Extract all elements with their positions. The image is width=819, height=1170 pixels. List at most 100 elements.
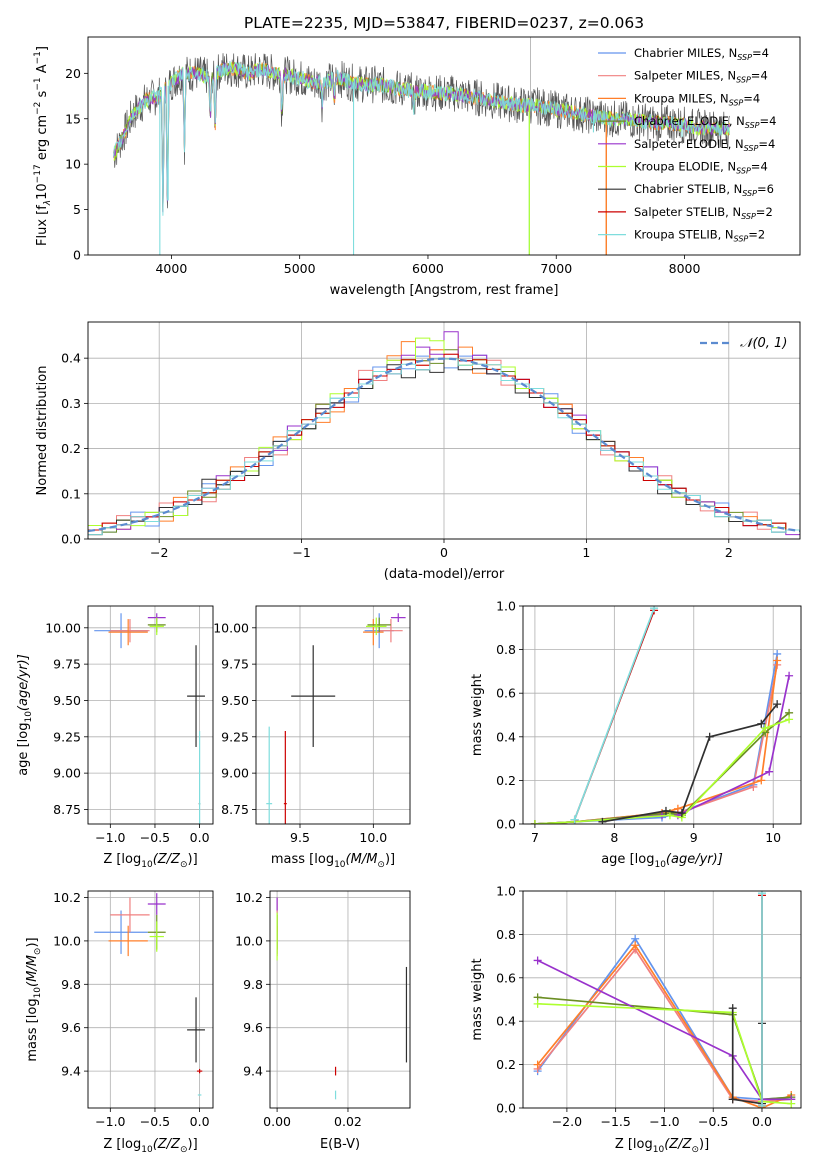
legend-count: 4 [762,46,769,60]
legend-eq: = [752,46,762,60]
y-tick-label: 9.25 [221,729,249,744]
legend-count: 6 [767,182,774,196]
mass-weight-line [534,718,790,824]
y-tick-label: 9.4 [243,1064,263,1079]
legend-eq: = [756,205,766,219]
x-tick-label: 0.0 [752,1114,772,1129]
y-tick-label: 10.00 [45,620,81,635]
label-part: (Z/Z [153,852,181,867]
x-axis-label: Z [log10(Z/Z⊙)] [103,1137,197,1155]
mass-weight-plot-area [530,606,794,824]
legend-sep: , N [721,46,737,60]
label-part: (age/yr)] [666,852,723,867]
y-tick-label: 0.6 [496,686,516,701]
label-part: )] [188,1137,198,1152]
legend-label: Salpeter ELODIE, NSSP=4 [634,137,775,153]
mass-weight-marker [530,820,539,824]
x-tick-label: 2 [725,545,733,560]
mass-weight-line [534,675,790,824]
legend-count: 4 [769,114,776,128]
y-tick-label: 9.00 [53,766,81,781]
x-tick-label: −0.5 [698,1114,728,1129]
label-part: )] [385,852,395,867]
mass-weight-marker [570,815,579,824]
y-tick-label: 1.0 [496,884,516,899]
x-tick-label: −0.5 [140,1114,170,1129]
y-tick-label: 0.4 [496,729,516,744]
axes-frame [87,605,214,825]
label-superscript: −1 [33,77,43,90]
legend-sep: , N [728,137,744,151]
age-vs-metallicity-panel: −1.0 −0.5 0.0 8.75 9.00 9.25 9.50 9.75 10.00 Z [l… [16,605,214,870]
mass-weight-marker [765,767,774,776]
legend-sep: , N [713,91,729,105]
x-tick-label: 8 [610,830,618,845]
legend-subscript: SSP [742,189,757,198]
mass-weight-line [534,664,779,824]
mass-weight-marker [650,606,659,613]
y-tick-label: 9.4 [61,1064,81,1079]
x-axis-label: age [log10(age/yr)] [601,852,723,870]
label-subscript: λ [43,200,53,206]
label-part: Flux [f [35,205,50,246]
mass-weight-marker [677,809,686,818]
label-subscript: ⊙ [180,860,188,870]
label-part: (M/M [346,852,378,867]
legend-eq: = [751,69,761,83]
y-tick-label: 0.1 [61,486,81,501]
y-tick-label: 8.75 [53,802,81,817]
label-part: A [35,64,50,77]
mass-weight-marker [757,891,766,898]
y-tick-label: 0.4 [61,351,81,366]
y-tick-label: 10.0 [235,933,263,948]
x-tick-label: 7 [531,830,539,845]
mass-weight-plot-area [533,891,796,1108]
mass-weight-line [573,607,655,820]
y-tick-label: 9.8 [61,977,81,992]
legend-label: Salpeter MILES, NSSP=4 [634,69,768,85]
y-tick-label: 9.50 [221,693,249,708]
label-part: (age/yr)] [16,654,31,711]
legend-sep: , N [718,228,734,242]
label-part: Z [log [103,852,141,867]
histogram-plot-area [88,331,800,539]
x-tick-label: 7000 [540,261,572,276]
y-tick-label: 10.2 [235,890,263,905]
normal-distribution-curve [88,357,800,533]
x-tick-label: 10.0 [359,830,387,845]
label-subscript: 10 [654,860,666,870]
legend-subscript: SSP [744,144,759,153]
mass-weight-marker [533,956,542,965]
x-tick-label: 9 [690,830,698,845]
y-tick-label: 9.00 [221,766,249,781]
label-subscript: 10 [33,987,43,999]
axes-frame [522,605,802,825]
label-subscript: ⊙ [691,1145,699,1155]
x-tick-label: −1.5 [600,1114,630,1129]
x-tick-label: −2 [150,545,168,560]
label-part: age [log [601,852,654,867]
label-subscript: ⊙ [377,860,385,870]
axes-frame [87,321,801,540]
mass-vs-metallicity-panel: −1.0 −0.5 0.09.49.69.810.010.2Z [log10(Z/Z… [25,890,214,1155]
x-tick-label: 6000 [412,261,444,276]
legend-name: Chabrier STELIB [634,182,726,196]
axes-frame [255,605,411,825]
y-tick-label: 0.4 [496,1014,516,1029]
y-tick-label: 0.8 [496,927,516,942]
legend-subscript: SSP [734,235,749,244]
x-axis-label: Z [log10(Z/Z⊙)] [615,1137,709,1155]
x-tick-label: 5000 [284,261,316,276]
y-tick-label: 8.75 [221,802,249,817]
x-tick-label: 0 [440,545,448,560]
y-tick-label: 0.8 [496,642,516,657]
legend-label: Salpeter STELIB, NSSP=2 [634,205,773,221]
mass-weight-line [537,1002,792,1105]
legend-subscript: SSP [736,76,751,85]
legend-eq: = [748,228,758,242]
mass-weight-marker [773,700,782,709]
axes-frame [269,890,411,1109]
